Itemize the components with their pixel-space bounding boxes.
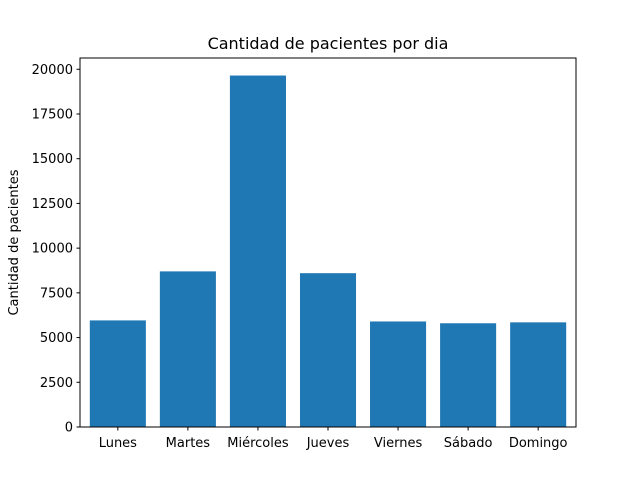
x-tick-label: Sábado [444,436,493,451]
bar-domingo [510,322,567,427]
x-axis: Lunes Martes Miércoles Jueves Viernes Sábado D… [99,427,568,451]
bar-viernes [370,321,427,427]
y-tick-label: 12500 [32,197,73,212]
y-axis: 0 2500 5000 7500 10000 12500 15000 17500 20000 [32,63,80,436]
y-tick-label: 7500 [40,286,73,301]
bar-jueves [299,273,357,427]
y-axis-label: Cantidad de pacientes [7,169,22,315]
y-tick-label: 17500 [32,107,73,122]
y-tick-label: 10000 [32,242,73,257]
x-tick-label: Jueves [306,436,350,451]
bars-group [89,75,567,427]
bar-martes [159,271,216,427]
bar-lunes [89,320,146,427]
y-tick-label: 15000 [32,152,73,167]
y-tick-label: 20000 [32,63,73,78]
x-tick-label: Domingo [509,436,568,451]
y-tick-label: 2500 [40,376,73,391]
x-tick-label: Lunes [99,436,137,451]
bar-sábado [440,323,497,427]
y-tick-label: 0 [65,421,73,436]
bar-miércoles [229,75,286,427]
x-tick-label: Miércoles [227,436,289,451]
x-tick-label: Viernes [374,436,423,451]
chart-title: Cantidad de pacientes por dia [208,34,449,53]
plot-frame [79,57,577,428]
x-tick-label: Martes [166,436,211,451]
y-tick-label: 5000 [40,331,73,346]
